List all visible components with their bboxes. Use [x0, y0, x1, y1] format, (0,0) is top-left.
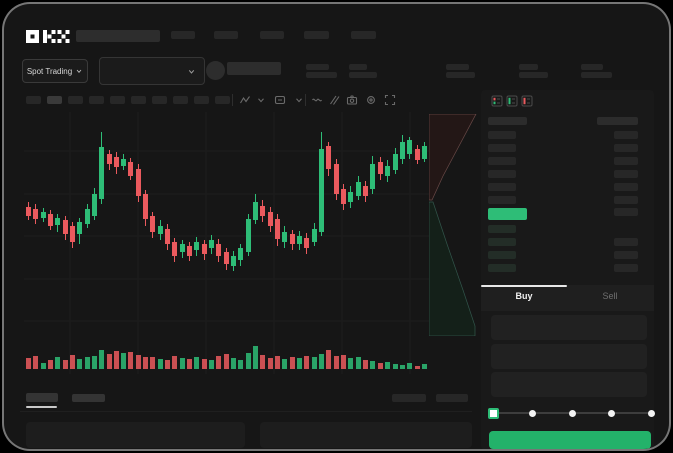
market-type-selector[interactable]: Spot Trading	[22, 59, 88, 83]
line-tool-icon[interactable]	[311, 94, 323, 106]
candlestick-chart[interactable]	[24, 112, 432, 374]
orderbook-bid-price-bar	[488, 225, 516, 233]
ticker-stat-placeholder	[581, 64, 603, 70]
slider-step-dot[interactable]	[608, 409, 615, 417]
slider-step-dot[interactable]	[568, 409, 576, 417]
bottom-content-panel	[260, 422, 472, 448]
bottom-tab-placeholder[interactable]	[26, 393, 58, 402]
tab-sell[interactable]: Sell	[602, 291, 618, 301]
toolbar-divider	[305, 94, 306, 106]
candle-style-icon[interactable]	[239, 94, 251, 106]
market-type-label: Spot Trading	[26, 66, 73, 76]
orderbook-bid-total-bar	[614, 208, 638, 216]
timeframe-chip[interactable]	[26, 96, 41, 104]
orderbook-ask-total-bar	[614, 131, 638, 139]
orderbook-ask-price-bar	[488, 196, 516, 204]
ticker-stat-placeholder	[306, 64, 329, 70]
orderbook-bid-price-bar	[488, 251, 516, 259]
timeframe-chip[interactable]	[47, 96, 62, 104]
account-placeholder-bar	[227, 62, 281, 75]
orderbook-header-placeholder	[597, 117, 638, 125]
orderbook-ask-total-bar	[614, 170, 638, 178]
nav-item-placeholder[interactable]	[260, 31, 284, 39]
chevron-down-icon	[188, 70, 195, 74]
indicator-icon[interactable]	[274, 94, 286, 106]
orderbook-bid-price-bar	[488, 238, 516, 246]
ticker-stat-placeholder	[446, 64, 469, 70]
bottom-divider	[20, 411, 472, 412]
orderbook-ask-total-bar	[614, 183, 638, 191]
book-bids-icon[interactable]	[506, 95, 518, 107]
camera-icon[interactable]	[346, 94, 358, 106]
ticker-stat-placeholder	[306, 72, 337, 78]
orderbook-ask-price-bar	[488, 144, 516, 152]
ticker-stat-placeholder	[519, 72, 548, 78]
active-tab-indicator	[481, 285, 567, 287]
orderbook-ask-price-bar	[488, 131, 516, 139]
ticker-stat-placeholder	[349, 64, 367, 70]
timeframe-chip[interactable]	[110, 96, 125, 104]
nav-item-placeholder[interactable]	[351, 31, 376, 39]
orderbook-bid-total-bar	[614, 238, 638, 246]
tab-buy[interactable]: Buy	[515, 291, 533, 301]
nav-item-placeholder[interactable]	[214, 31, 238, 39]
timeframe-chip[interactable]	[68, 96, 83, 104]
orderbook-bid-total-bar	[614, 264, 638, 272]
order-form-field[interactable]	[491, 344, 647, 369]
fullscreen-icon[interactable]	[384, 94, 396, 106]
trading-app: Spot Trading Buy Sell	[4, 4, 669, 449]
ticker-stat-placeholder	[519, 64, 538, 70]
orderbook-ask-total-bar	[614, 196, 638, 204]
slider-step-dot[interactable]	[647, 409, 655, 417]
bottom-active-tab-underline	[26, 406, 57, 408]
pair-select[interactable]	[99, 57, 205, 85]
book-combined-icon[interactable]	[491, 95, 503, 107]
timeframe-chip[interactable]	[215, 96, 230, 104]
orderbook-ask-total-bar	[614, 144, 638, 152]
timeframe-chip[interactable]	[89, 96, 104, 104]
logo-placeholder-bar	[76, 30, 160, 42]
chevron-down-icon[interactable]	[293, 94, 305, 106]
timeframe-chip[interactable]	[152, 96, 167, 104]
nav-item-placeholder[interactable]	[304, 31, 329, 39]
chevron-down-icon	[76, 69, 82, 73]
toolbar-divider	[232, 94, 233, 106]
bottom-action-placeholder[interactable]	[392, 394, 426, 402]
order-form-field[interactable]	[491, 372, 647, 397]
avatar[interactable]	[206, 61, 225, 80]
ticker-stat-placeholder	[446, 72, 475, 78]
bottom-action-placeholder[interactable]	[436, 394, 468, 402]
buy-submit-button[interactable]	[489, 431, 651, 449]
depth-chart	[429, 114, 477, 336]
chevron-down-icon[interactable]	[255, 94, 267, 106]
orderbook-ask-price-bar	[488, 170, 516, 178]
orderbook-ask-total-bar	[614, 157, 638, 165]
order-form-field[interactable]	[491, 315, 647, 340]
ticker-stat-placeholder	[581, 72, 612, 78]
trade-tabs	[481, 285, 654, 311]
timeframe-chip[interactable]	[194, 96, 209, 104]
settings-icon[interactable]	[365, 94, 377, 106]
okx-logo[interactable]	[26, 30, 70, 43]
slider-step-dot[interactable]	[529, 409, 536, 417]
orderbook-header-placeholder	[488, 117, 527, 125]
book-asks-icon[interactable]	[521, 95, 533, 107]
slider-handle[interactable]	[487, 407, 499, 419]
orderbook-last-price-bar	[488, 208, 527, 220]
timeframe-chip[interactable]	[173, 96, 188, 104]
bottom-tab-placeholder[interactable]	[72, 394, 105, 402]
ticker-stat-placeholder	[349, 72, 377, 78]
nav-item-placeholder[interactable]	[171, 31, 195, 39]
orderbook-ask-price-bar	[488, 183, 516, 191]
orderbook-bid-total-bar	[614, 251, 638, 259]
bottom-content-panel	[26, 422, 245, 448]
orderbook-bid-price-bar	[488, 264, 516, 272]
timeframe-chip[interactable]	[131, 96, 146, 104]
orderbook-ask-price-bar	[488, 157, 516, 165]
draw-tool-icon[interactable]	[328, 94, 340, 106]
